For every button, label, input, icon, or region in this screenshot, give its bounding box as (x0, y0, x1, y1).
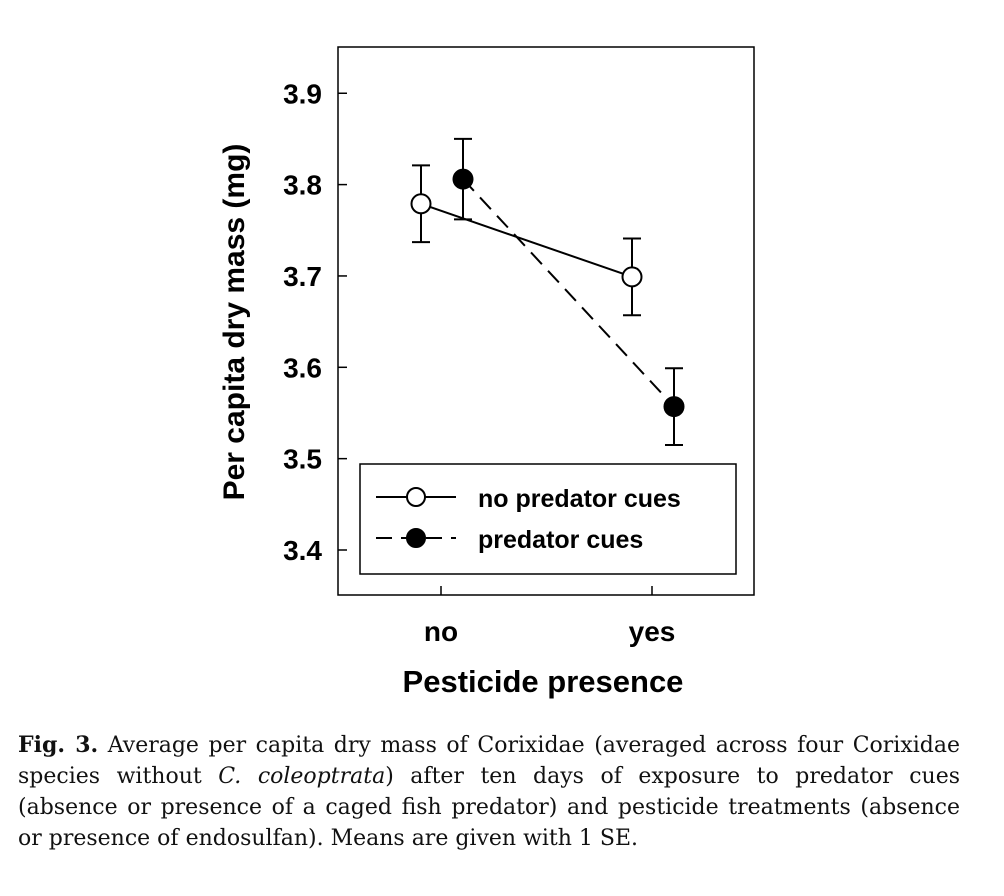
plot-frame (337, 46, 755, 596)
figure-caption: Fig. 3. Average per capita dry mass of C… (18, 730, 960, 854)
data-point (452, 168, 474, 190)
legend: no predator cues predator cues (359, 463, 737, 575)
x-axis-ticks: no yes (424, 586, 675, 647)
caption-label: Fig. 3. (18, 732, 99, 758)
data-point (621, 266, 643, 288)
legend-label-no-predator: no predator cues (478, 485, 681, 513)
series-line (462, 178, 675, 408)
y-tick-label: 3.7 (283, 261, 322, 292)
series-layer (410, 137, 685, 446)
legend-marker-open-circle (406, 487, 426, 507)
y-tick-label: 3.4 (283, 535, 322, 566)
caption-text-before: Average per capita dry mass of Corixidae… (18, 733, 960, 789)
caption-species: C. coleoptrata (218, 764, 386, 789)
data-point (410, 193, 432, 215)
y-tick-label: 3.5 (283, 444, 322, 475)
caption-text-after: ) after ten days of exposure to predator… (18, 764, 960, 851)
y-axis-label: Per capita dry mass (mg) (218, 144, 251, 501)
x-tick-label: yes (629, 616, 676, 647)
legend-marker-filled-circle (406, 528, 426, 548)
y-tick-label: 3.8 (283, 170, 322, 201)
series-line (420, 202, 633, 278)
y-axis-ticks: 3.4 3.5 3.6 3.7 3.8 3.9 (283, 78, 347, 566)
x-tick-label: no (424, 616, 458, 647)
legend-box (359, 463, 737, 575)
data-point (663, 396, 685, 418)
x-axis-label: Pesticide presence (403, 664, 684, 699)
y-tick-label: 3.6 (283, 352, 322, 383)
chart: 3.4 3.5 3.6 3.7 3.8 3.9 no yes no predator cue… (218, 46, 755, 699)
legend-label-predator: predator cues (478, 526, 643, 554)
y-tick-label: 3.9 (283, 78, 322, 109)
